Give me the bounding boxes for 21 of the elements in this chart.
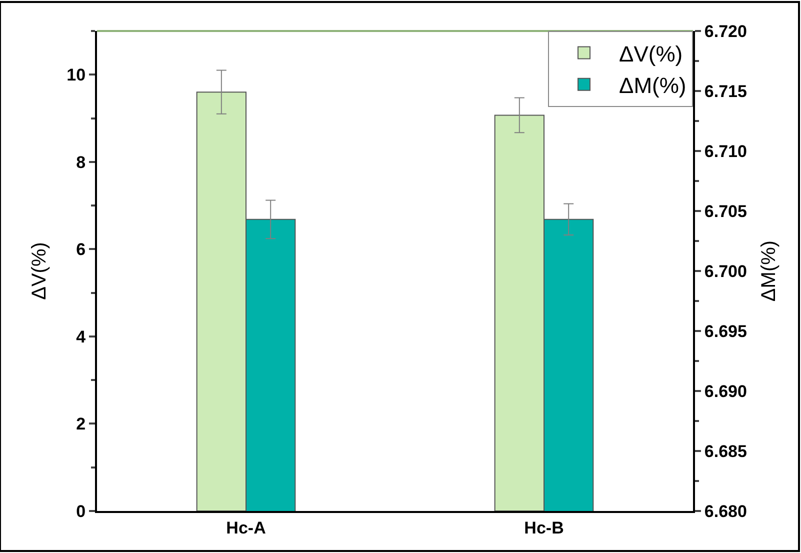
y2-tick-label: 6.710: [704, 142, 747, 161]
x-tick-label: Hc-A: [226, 518, 266, 538]
y-tick-label: 2: [76, 414, 86, 434]
y2-tick-label: 6.720: [704, 22, 747, 41]
y2-tick-label: 6.680: [704, 502, 747, 521]
y-tick-label: 10: [66, 66, 86, 85]
y2-tick-label: 6.715: [704, 82, 747, 101]
y2-tick-label: 6.695: [704, 322, 747, 341]
y-tick-label: 6: [76, 240, 86, 260]
legend-label: ΔV(%): [619, 41, 683, 66]
x-tick-label: Hc-B: [524, 518, 564, 538]
legend-label: ΔM(%): [619, 72, 686, 98]
y2-tick-label: 6.705: [704, 202, 747, 221]
y2-tick-label: 6.690: [704, 382, 747, 401]
y2-tick-label: 6.700: [704, 262, 747, 281]
y-tick-label: 4: [76, 327, 86, 346]
y-axis-title: ΔV(%): [28, 242, 51, 300]
y2-tick-label: 6.685: [704, 442, 747, 461]
y-tick-label: 0: [76, 502, 86, 521]
y-tick-label: 8: [76, 152, 86, 172]
y2-axis-title: ΔM(%): [758, 240, 780, 302]
